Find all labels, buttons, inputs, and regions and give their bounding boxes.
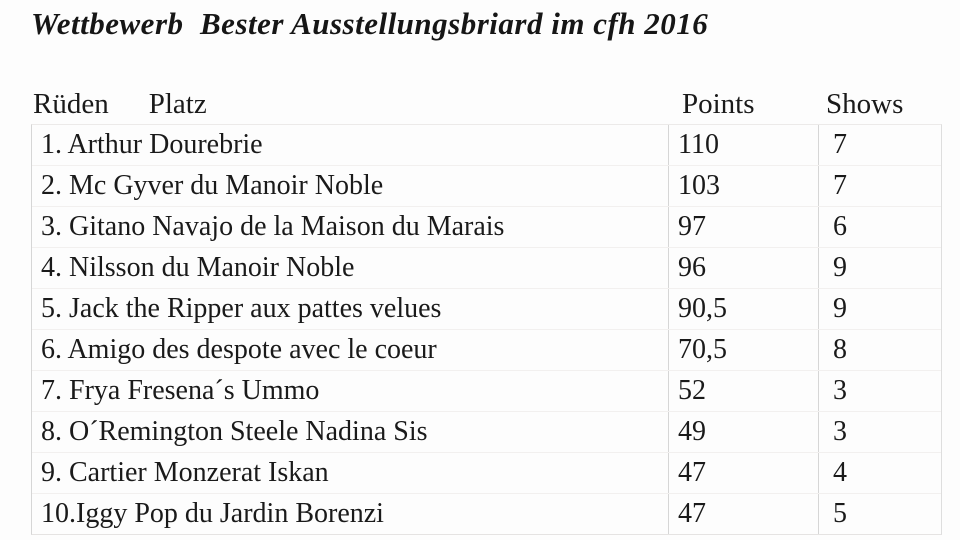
column-header-shows: Shows <box>826 88 904 120</box>
points-cell: 70,5 <box>668 330 818 370</box>
column-header-rueden: Rüden <box>33 88 109 120</box>
column-header-name: Rüden Platz <box>31 84 668 124</box>
dog-name-cell: 8. O´Remington Steele Nadina Sis <box>41 416 428 447</box>
shows-cell: 3 <box>818 371 942 411</box>
dog-name-cell: 2. Mc Gyver du Manoir Noble <box>41 170 384 201</box>
points-cell: 47 <box>668 494 818 534</box>
dog-name-cell: 3. Gitano Navajo de la Maison du Marais <box>41 211 505 242</box>
dog-name-cell: 9. Cartier Monzerat Iskan <box>41 457 329 488</box>
shows-cell: 9 <box>818 248 942 288</box>
table-row: 7. Frya Fresena´s Ummo 52 3 <box>32 371 941 412</box>
points-cell: 47 <box>668 453 818 493</box>
table-row: 8. O´Remington Steele Nadina Sis 49 3 <box>32 412 941 453</box>
shows-cell: 9 <box>818 289 942 329</box>
shows-cell: 5 <box>818 494 942 534</box>
shows-cell: 3 <box>818 412 942 452</box>
shows-cell: 8 <box>818 330 942 370</box>
dog-name-cell: 7. Frya Fresena´s Ummo <box>41 375 320 406</box>
dog-name-cell: 1. Arthur Dourebrie <box>41 129 263 160</box>
table-row: 1. Arthur Dourebrie 110 7 <box>32 125 941 166</box>
table-row: 3. Gitano Navajo de la Maison du Marais 9… <box>32 207 941 248</box>
column-header-platz: Platz <box>148 88 207 120</box>
dog-name-cell: 4. Nilsson du Manoir Noble <box>41 252 355 283</box>
column-header-points: Points <box>682 88 755 120</box>
table-row: 10.Iggy Pop du Jardin Borenzi 47 5 <box>32 494 941 534</box>
points-cell: 49 <box>668 412 818 452</box>
dog-name-cell: 6. Amigo des despote avec le coeur <box>41 334 437 365</box>
table-row: 9. Cartier Monzerat Iskan 47 4 <box>32 453 941 494</box>
shows-cell: 7 <box>818 125 942 165</box>
page-title: Wettbewerb Bester Ausstellungsbriard im … <box>31 6 709 41</box>
points-cell: 97 <box>668 207 818 247</box>
shows-cell: 6 <box>818 207 942 247</box>
points-cell: 90,5 <box>668 289 818 329</box>
table-header-row: Rüden Platz Points Shows <box>31 84 942 124</box>
dog-name-cell: 10.Iggy Pop du Jardin Borenzi <box>41 498 384 529</box>
table-row: 4. Nilsson du Manoir Noble 96 9 <box>32 248 941 289</box>
table-row: 5. Jack the Ripper aux pattes velues 90,5… <box>32 289 941 330</box>
results-table: 1. Arthur Dourebrie 110 7 2. Mc Gyver du Ma… <box>31 124 942 535</box>
points-cell: 96 <box>668 248 818 288</box>
table-row: 2. Mc Gyver du Manoir Noble 103 7 <box>32 166 941 207</box>
table-row: 6. Amigo des despote avec le coeur 70,5 8 <box>32 330 941 371</box>
shows-cell: 4 <box>818 453 942 493</box>
points-cell: 103 <box>668 166 818 206</box>
points-cell: 110 <box>668 125 818 165</box>
shows-cell: 7 <box>818 166 942 206</box>
points-cell: 52 <box>668 371 818 411</box>
dog-name-cell: 5. Jack the Ripper aux pattes velues <box>41 293 442 324</box>
